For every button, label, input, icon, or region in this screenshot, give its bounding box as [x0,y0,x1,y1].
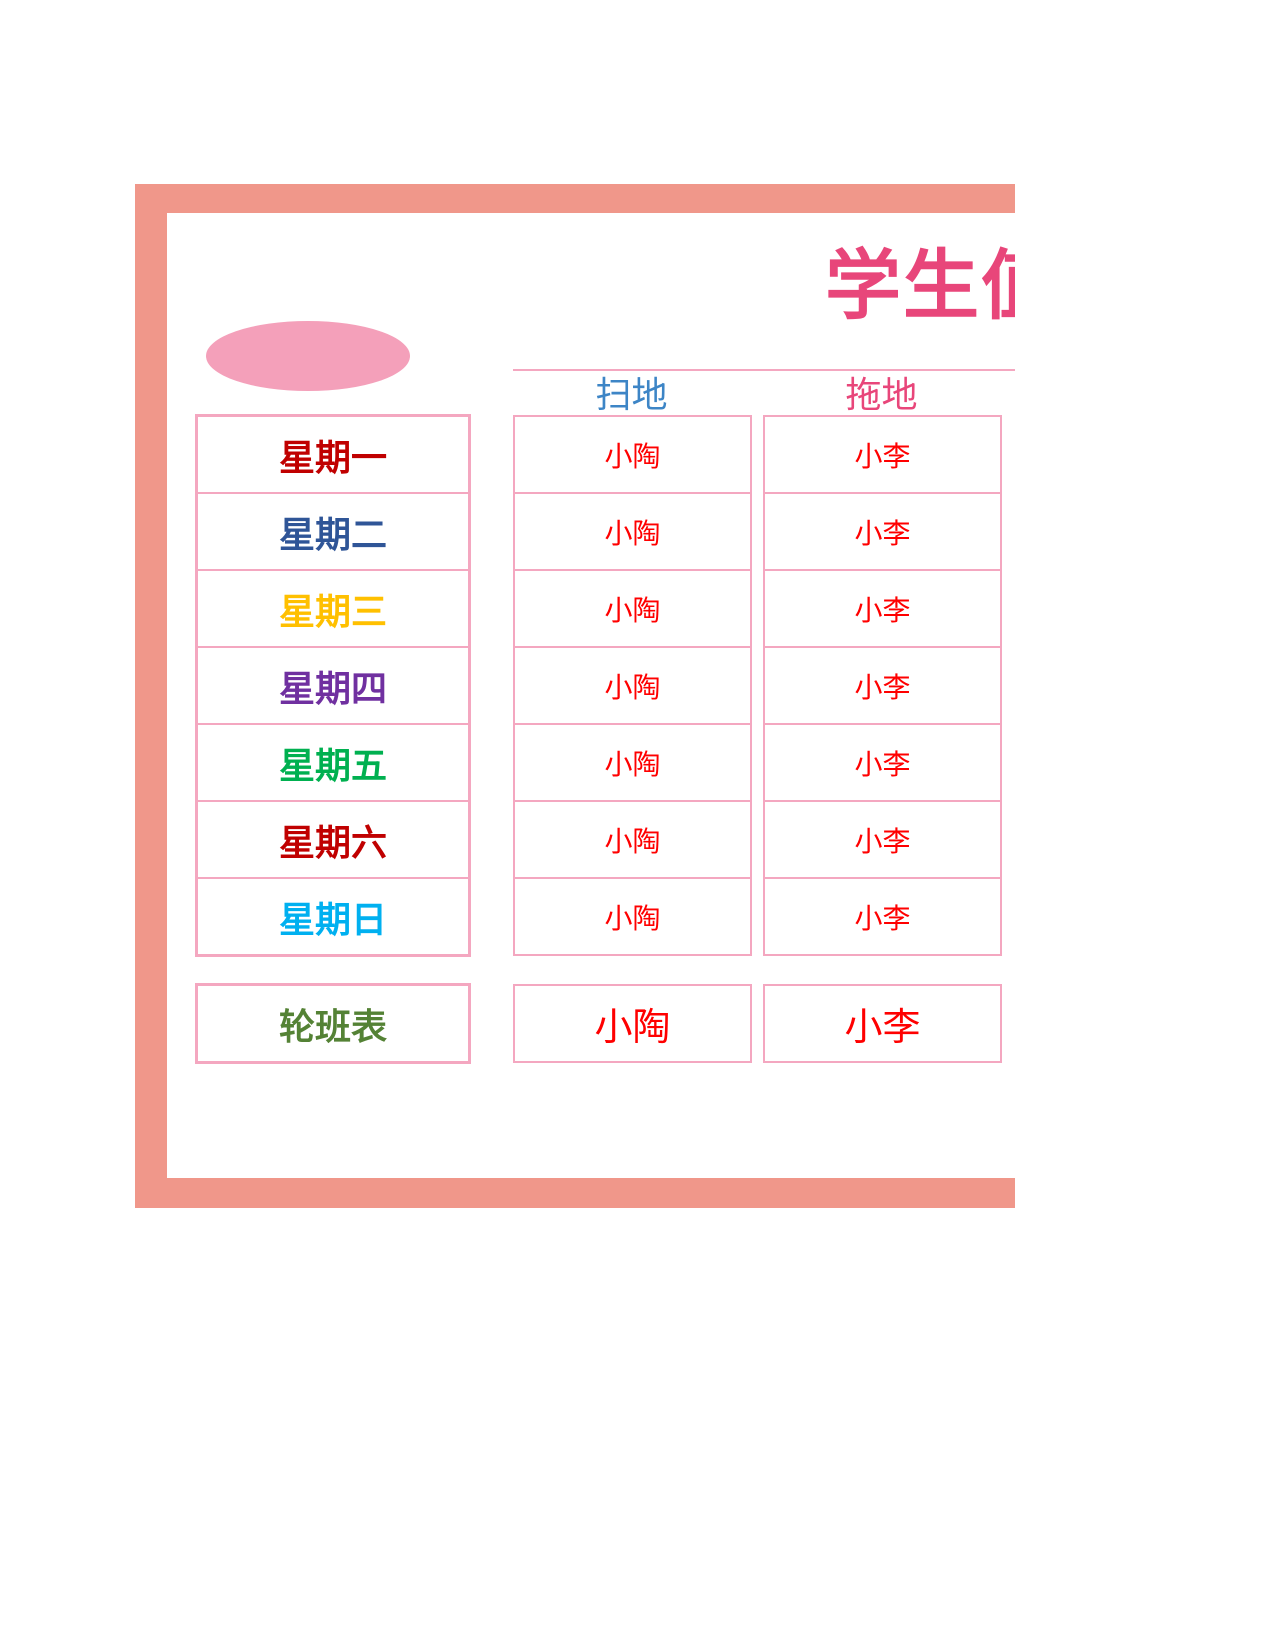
sweep-cell: 小陶 [515,725,750,802]
sweep-cell: 小陶 [515,802,750,879]
day-thursday: 星期四 [198,648,468,725]
day-friday: 星期五 [198,725,468,802]
decorative-oval [206,321,410,391]
frame-left [135,184,167,1208]
day-tuesday: 星期二 [198,494,468,571]
header-sweep: 扫地 [595,375,668,416]
mop-cell: 小李 [765,571,1000,648]
sweep-cell: 小陶 [515,417,750,494]
rotation-sweep: 小陶 [513,984,752,1063]
rotation-label: 轮班表 [195,983,471,1064]
mop-cell: 小李 [765,725,1000,802]
mop-cell: 小李 [765,648,1000,725]
sweep-cell: 小陶 [515,494,750,571]
day-wednesday: 星期三 [198,571,468,648]
rotation-mop: 小李 [763,984,1002,1063]
page-title: 学生值 [825,241,1015,330]
sweep-cell: 小陶 [515,648,750,725]
mop-column: 小李 小李 小李 小李 小李 小李 小李 [763,415,1002,956]
sweep-cell: 小陶 [515,571,750,648]
sweep-cell: 小陶 [604,901,661,935]
mop-cell: 小李 [854,901,911,935]
day-saturday: 星期六 [198,802,468,879]
frame-top [135,184,1015,213]
day-sunday: 星期日 [278,899,387,941]
frame-bottom [135,1178,1015,1208]
header-divider [513,369,1015,371]
header-mop: 拖地 [845,375,918,416]
mop-cell: 小李 [765,494,1000,571]
day-monday: 星期一 [198,417,468,494]
sweep-column: 小陶 小陶 小陶 小陶 小陶 小陶 小陶 [513,415,752,956]
mop-cell: 小李 [765,802,1000,879]
duty-sheet: 学生值 扫地 拖地 星期一 星期二 星期三 星期四 星期五 星期六 星期日 小陶… [135,184,1015,1208]
day-column: 星期一 星期二 星期三 星期四 星期五 星期六 星期日 [195,414,471,957]
mop-cell: 小李 [765,417,1000,494]
